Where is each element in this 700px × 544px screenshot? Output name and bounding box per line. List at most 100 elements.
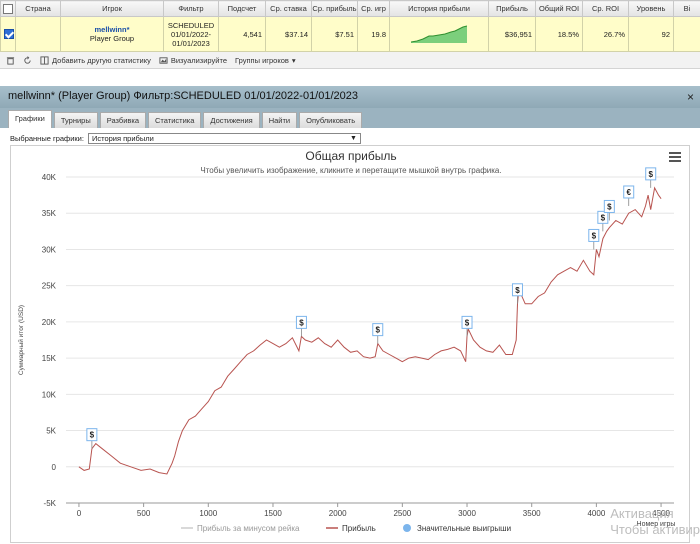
column-header-player[interactable]: Игрок (61, 1, 164, 17)
x-tick-label: 3500 (523, 509, 541, 518)
chart-select[interactable]: История прибыли ▼ (88, 133, 361, 144)
column-header-count[interactable]: Подсчет (219, 1, 266, 17)
column-header-total-roi[interactable]: Общий ROI (536, 1, 583, 17)
tab-publish[interactable]: Опубликовать (299, 112, 362, 128)
add-column-icon (40, 56, 49, 65)
tab-breakdown[interactable]: Разбивка (100, 112, 146, 128)
x-tick-label: 4000 (587, 509, 605, 518)
player-cell[interactable]: mellwinn* Player Group (61, 17, 164, 52)
player-groups-dropdown[interactable]: Группы игроков ▾ (235, 56, 296, 65)
y-tick-label: 5K (46, 427, 56, 436)
chevron-down-icon: ▾ (292, 56, 296, 65)
column-header-avg-roi[interactable]: Ср. ROI (583, 1, 629, 17)
y-tick-label: 0 (52, 463, 57, 472)
player-name-link[interactable]: mellwinn* (64, 25, 160, 34)
add-stats-button[interactable]: Добавить другую статистику (40, 56, 151, 65)
avg-roi-cell: 26.7% (583, 17, 629, 52)
column-header-avg-stake[interactable]: Ср. ставка (266, 1, 312, 17)
player-panel: mellwinn* (Player Group) Фильтр:SCHEDULE… (0, 86, 700, 543)
x-tick-label: 1000 (199, 509, 217, 518)
column-header-avg-profit[interactable]: Ср. прибыль (312, 1, 358, 17)
big-win-label: $ (465, 318, 470, 327)
y-tick-label: 40K (42, 173, 57, 182)
refresh-button[interactable] (23, 56, 32, 65)
y-tick-label: 15K (42, 354, 57, 363)
panel-title: mellwinn* (Player Group) Фильтр:SCHEDULE… (8, 90, 358, 102)
avg-games-cell: 19.8 (358, 17, 390, 52)
close-icon[interactable]: × (687, 90, 694, 104)
refresh-icon (23, 56, 32, 65)
column-header-extra[interactable]: Ві (674, 1, 700, 17)
x-tick-label: 2000 (329, 509, 347, 518)
level-cell: 92 (629, 17, 674, 52)
tab-find[interactable]: Найти (262, 112, 297, 128)
profit-sparkline[interactable] (411, 25, 467, 43)
legend-item: Прибыль (342, 524, 376, 533)
column-header-country[interactable]: Страна (16, 1, 61, 17)
visualize-label: Визуализируйте (171, 56, 227, 65)
watermark-line1: Активация (610, 506, 700, 522)
y-tick-label: -5K (44, 499, 57, 508)
profit-series-line (79, 188, 661, 474)
table-row[interactable]: mellwinn* Player Group SCHEDULED 01/01/2… (1, 17, 700, 52)
column-header-profit-history[interactable]: История прибыли (390, 1, 489, 17)
x-tick-label: 500 (137, 509, 151, 518)
column-header-level[interactable]: Уровень (629, 1, 674, 17)
big-win-label: $ (648, 170, 653, 179)
big-win-label: $ (90, 431, 95, 440)
x-tick-label: 0 (77, 509, 82, 518)
big-win-label: $ (601, 213, 606, 222)
total-roi-cell: 18.5% (536, 17, 583, 52)
legend-item: Прибыль за минусом рейка (197, 524, 300, 533)
big-win-label: $ (607, 202, 612, 211)
filter-cell: SCHEDULED 01/01/2022-01/01/2023 (164, 17, 219, 52)
visualize-button[interactable]: Визуализируйте (159, 56, 227, 65)
y-tick-label: 30K (42, 245, 57, 254)
extra-cell (674, 17, 700, 52)
column-header-filter[interactable]: Фильтр (164, 1, 219, 17)
big-win-label: $ (299, 318, 304, 327)
tab-achievements[interactable]: Достижения (203, 112, 259, 128)
panel-tabs: Графики Турниры Разбивка Статистика Дост… (0, 108, 700, 128)
y-tick-label: 10K (42, 390, 57, 399)
legend-swatch (403, 524, 411, 532)
chevron-down-icon: ▼ (350, 134, 357, 143)
profit-history-cell[interactable] (390, 17, 489, 52)
y-tick-label: 20K (42, 318, 57, 327)
panel-header: mellwinn* (Player Group) Фильтр:SCHEDULE… (0, 86, 700, 108)
image-icon (159, 56, 168, 65)
column-header-avg-games[interactable]: Ср. игр (358, 1, 390, 17)
player-groups-label: Группы игроков (235, 56, 289, 65)
table-header-row: Страна Игрок Фильтр Подсчет Ср. ставка С… (1, 1, 700, 17)
select-all-header[interactable] (1, 1, 16, 17)
big-win-label: € (626, 188, 631, 197)
big-win-label: $ (592, 231, 597, 240)
activation-watermark: Активация Чтобы активир (610, 506, 700, 538)
select-all-checkbox[interactable] (3, 4, 13, 14)
tab-statistics[interactable]: Статистика (148, 112, 201, 128)
delete-button[interactable] (6, 56, 15, 65)
row-select-cell[interactable] (1, 17, 16, 52)
chart-selector-row: Выбранные графики: История прибыли ▼ (10, 133, 361, 144)
column-header-profit[interactable]: Прибыль (489, 1, 536, 17)
avg-profit-cell: $7.51 (312, 17, 358, 52)
avg-stake-cell: $37.14 (266, 17, 312, 52)
y-tick-label: 35K (42, 209, 57, 218)
count-cell: 4,541 (219, 17, 266, 52)
legend-item: Значительные выигрыши (417, 524, 511, 533)
player-group-label: Player Group (64, 34, 160, 43)
chart-select-label: Выбранные графики: (10, 134, 84, 143)
y-axis-label: Суммарный итог (USD) (17, 305, 25, 375)
x-tick-label: 2500 (393, 509, 411, 518)
tab-charts[interactable]: Графики (8, 110, 52, 128)
trash-icon (6, 56, 15, 65)
row-checkbox[interactable] (4, 29, 14, 39)
tab-tournaments[interactable]: Турниры (54, 112, 98, 128)
big-win-label: $ (515, 286, 520, 295)
stats-toolbar: Добавить другую статистику Визуализируйт… (0, 52, 700, 69)
big-win-label: $ (376, 326, 381, 335)
chart-select-value: История прибыли (92, 134, 154, 143)
profit-chart[interactable]: Общая прибыль Чтобы увеличить изображени… (10, 145, 690, 543)
profit-cell: $36,951 (489, 17, 536, 52)
